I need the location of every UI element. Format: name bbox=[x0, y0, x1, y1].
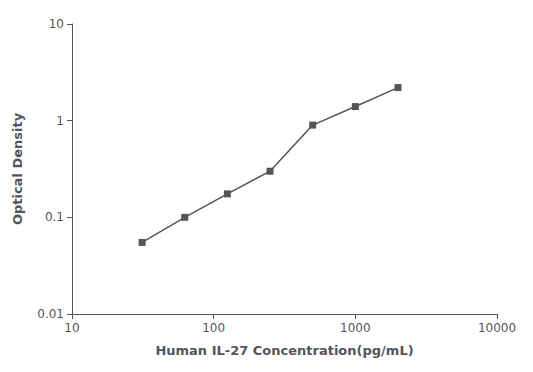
svg-text:1000: 1000 bbox=[340, 321, 371, 335]
svg-text:Human IL-27 Concentration(pg/m: Human IL-27 Concentration(pg/mL) bbox=[155, 343, 413, 358]
svg-text:Optical Density: Optical Density bbox=[10, 112, 25, 225]
svg-text:0.1: 0.1 bbox=[45, 210, 64, 224]
svg-text:100: 100 bbox=[202, 321, 225, 335]
svg-text:10: 10 bbox=[49, 17, 64, 31]
svg-text:10000: 10000 bbox=[478, 321, 516, 335]
svg-text:10: 10 bbox=[64, 321, 79, 335]
svg-text:0.01: 0.01 bbox=[37, 307, 64, 321]
svg-text:1: 1 bbox=[56, 114, 64, 128]
